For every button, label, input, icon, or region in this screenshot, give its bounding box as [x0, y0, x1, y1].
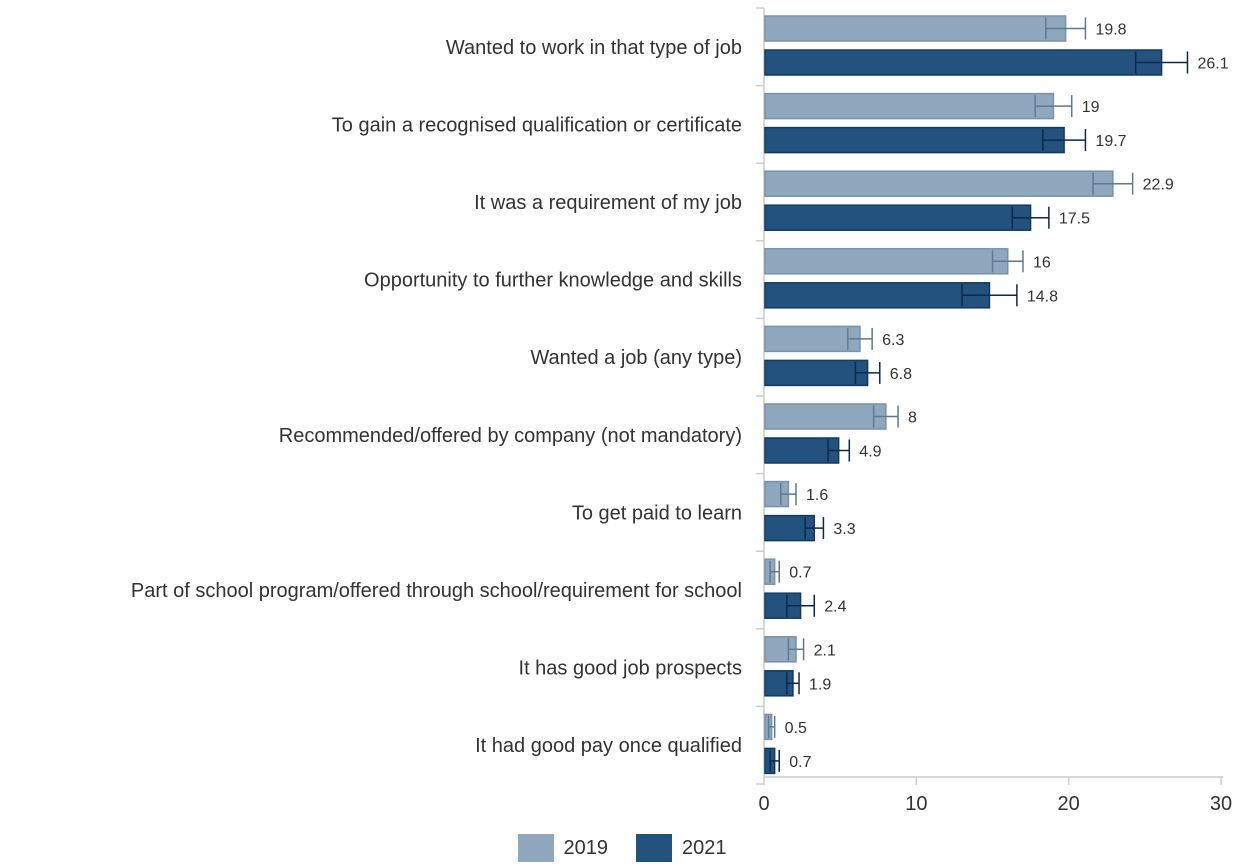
- data-label-2021: 0.7: [789, 754, 811, 771]
- category-label: It had good pay once qualified: [475, 735, 742, 757]
- data-label-2019: 6.3: [882, 332, 904, 349]
- bar-2021: [764, 49, 1163, 76]
- data-label-2019: 1.6: [806, 487, 828, 504]
- data-label-2019: 19.8: [1095, 22, 1126, 39]
- data-label-2019: 16: [1033, 254, 1051, 271]
- bar-2019: [764, 325, 861, 353]
- bar-2021: [764, 359, 869, 387]
- category-label: Wanted to work in that type of job: [446, 37, 742, 59]
- bar-chart-plot: 0 10 20 30 Wanted to work in that type of jo…: [131, 7, 1232, 815]
- data-label-2021: 1.9: [809, 676, 831, 693]
- bar-2019: [764, 92, 1055, 120]
- bar-2019: [764, 248, 1009, 275]
- data-label-2021: 14.8: [1027, 288, 1058, 305]
- legend-item-2019: 2019: [517, 834, 609, 862]
- legend-item-2021: 2021: [636, 834, 727, 862]
- data-label-2019: 19: [1082, 99, 1100, 116]
- bar-2019: [764, 403, 887, 430]
- data-label-2021: 4.9: [859, 444, 881, 461]
- x-tick-label: 0: [758, 793, 769, 815]
- category-label: It has good job prospects: [519, 658, 742, 680]
- data-label-2019: 2.1: [814, 642, 836, 659]
- legend: 2019 2021: [0, 831, 1244, 865]
- category-label: It was a requirement of my job: [474, 192, 742, 214]
- x-tick-label: 30: [1210, 793, 1232, 815]
- data-label-2019: 22.9: [1143, 177, 1174, 194]
- category-label: To gain a recognised qualification or ce…: [332, 114, 742, 136]
- category-label: To get paid to learn: [572, 502, 742, 524]
- data-label-2021: 19.7: [1095, 133, 1126, 150]
- bar-2019: [764, 170, 1114, 197]
- bar-2021: [764, 204, 1032, 231]
- bar-2021: [764, 126, 1065, 154]
- data-label-2021: 3.3: [833, 521, 855, 538]
- legend-swatch-2021: [636, 834, 672, 862]
- x-tick-label: 20: [1058, 793, 1080, 815]
- data-label-2019: 0.7: [789, 565, 811, 582]
- bar-2021: [764, 282, 991, 309]
- category-label: Opportunity to further knowledge and ski…: [364, 270, 742, 292]
- data-label-2019: 8: [908, 410, 917, 427]
- data-label-2019: 0.5: [785, 720, 807, 737]
- legend-label-2021: 2021: [682, 836, 727, 859]
- data-label-2021: 17.5: [1059, 211, 1090, 228]
- data-label-2021: 6.8: [890, 366, 912, 383]
- category-label: Recommended/offered by company (not mand…: [279, 425, 742, 447]
- bar-2019: [764, 15, 1067, 42]
- legend-label-2019: 2019: [563, 836, 609, 859]
- x-tick-label: 10: [905, 793, 927, 815]
- legend-swatch-2019: [517, 834, 554, 862]
- category-label: Part of school program/offered through s…: [131, 580, 742, 602]
- data-label-2021: 26.1: [1197, 56, 1228, 73]
- category-label: Wanted a job (any type): [530, 347, 742, 369]
- data-label-2021: 2.4: [824, 599, 846, 616]
